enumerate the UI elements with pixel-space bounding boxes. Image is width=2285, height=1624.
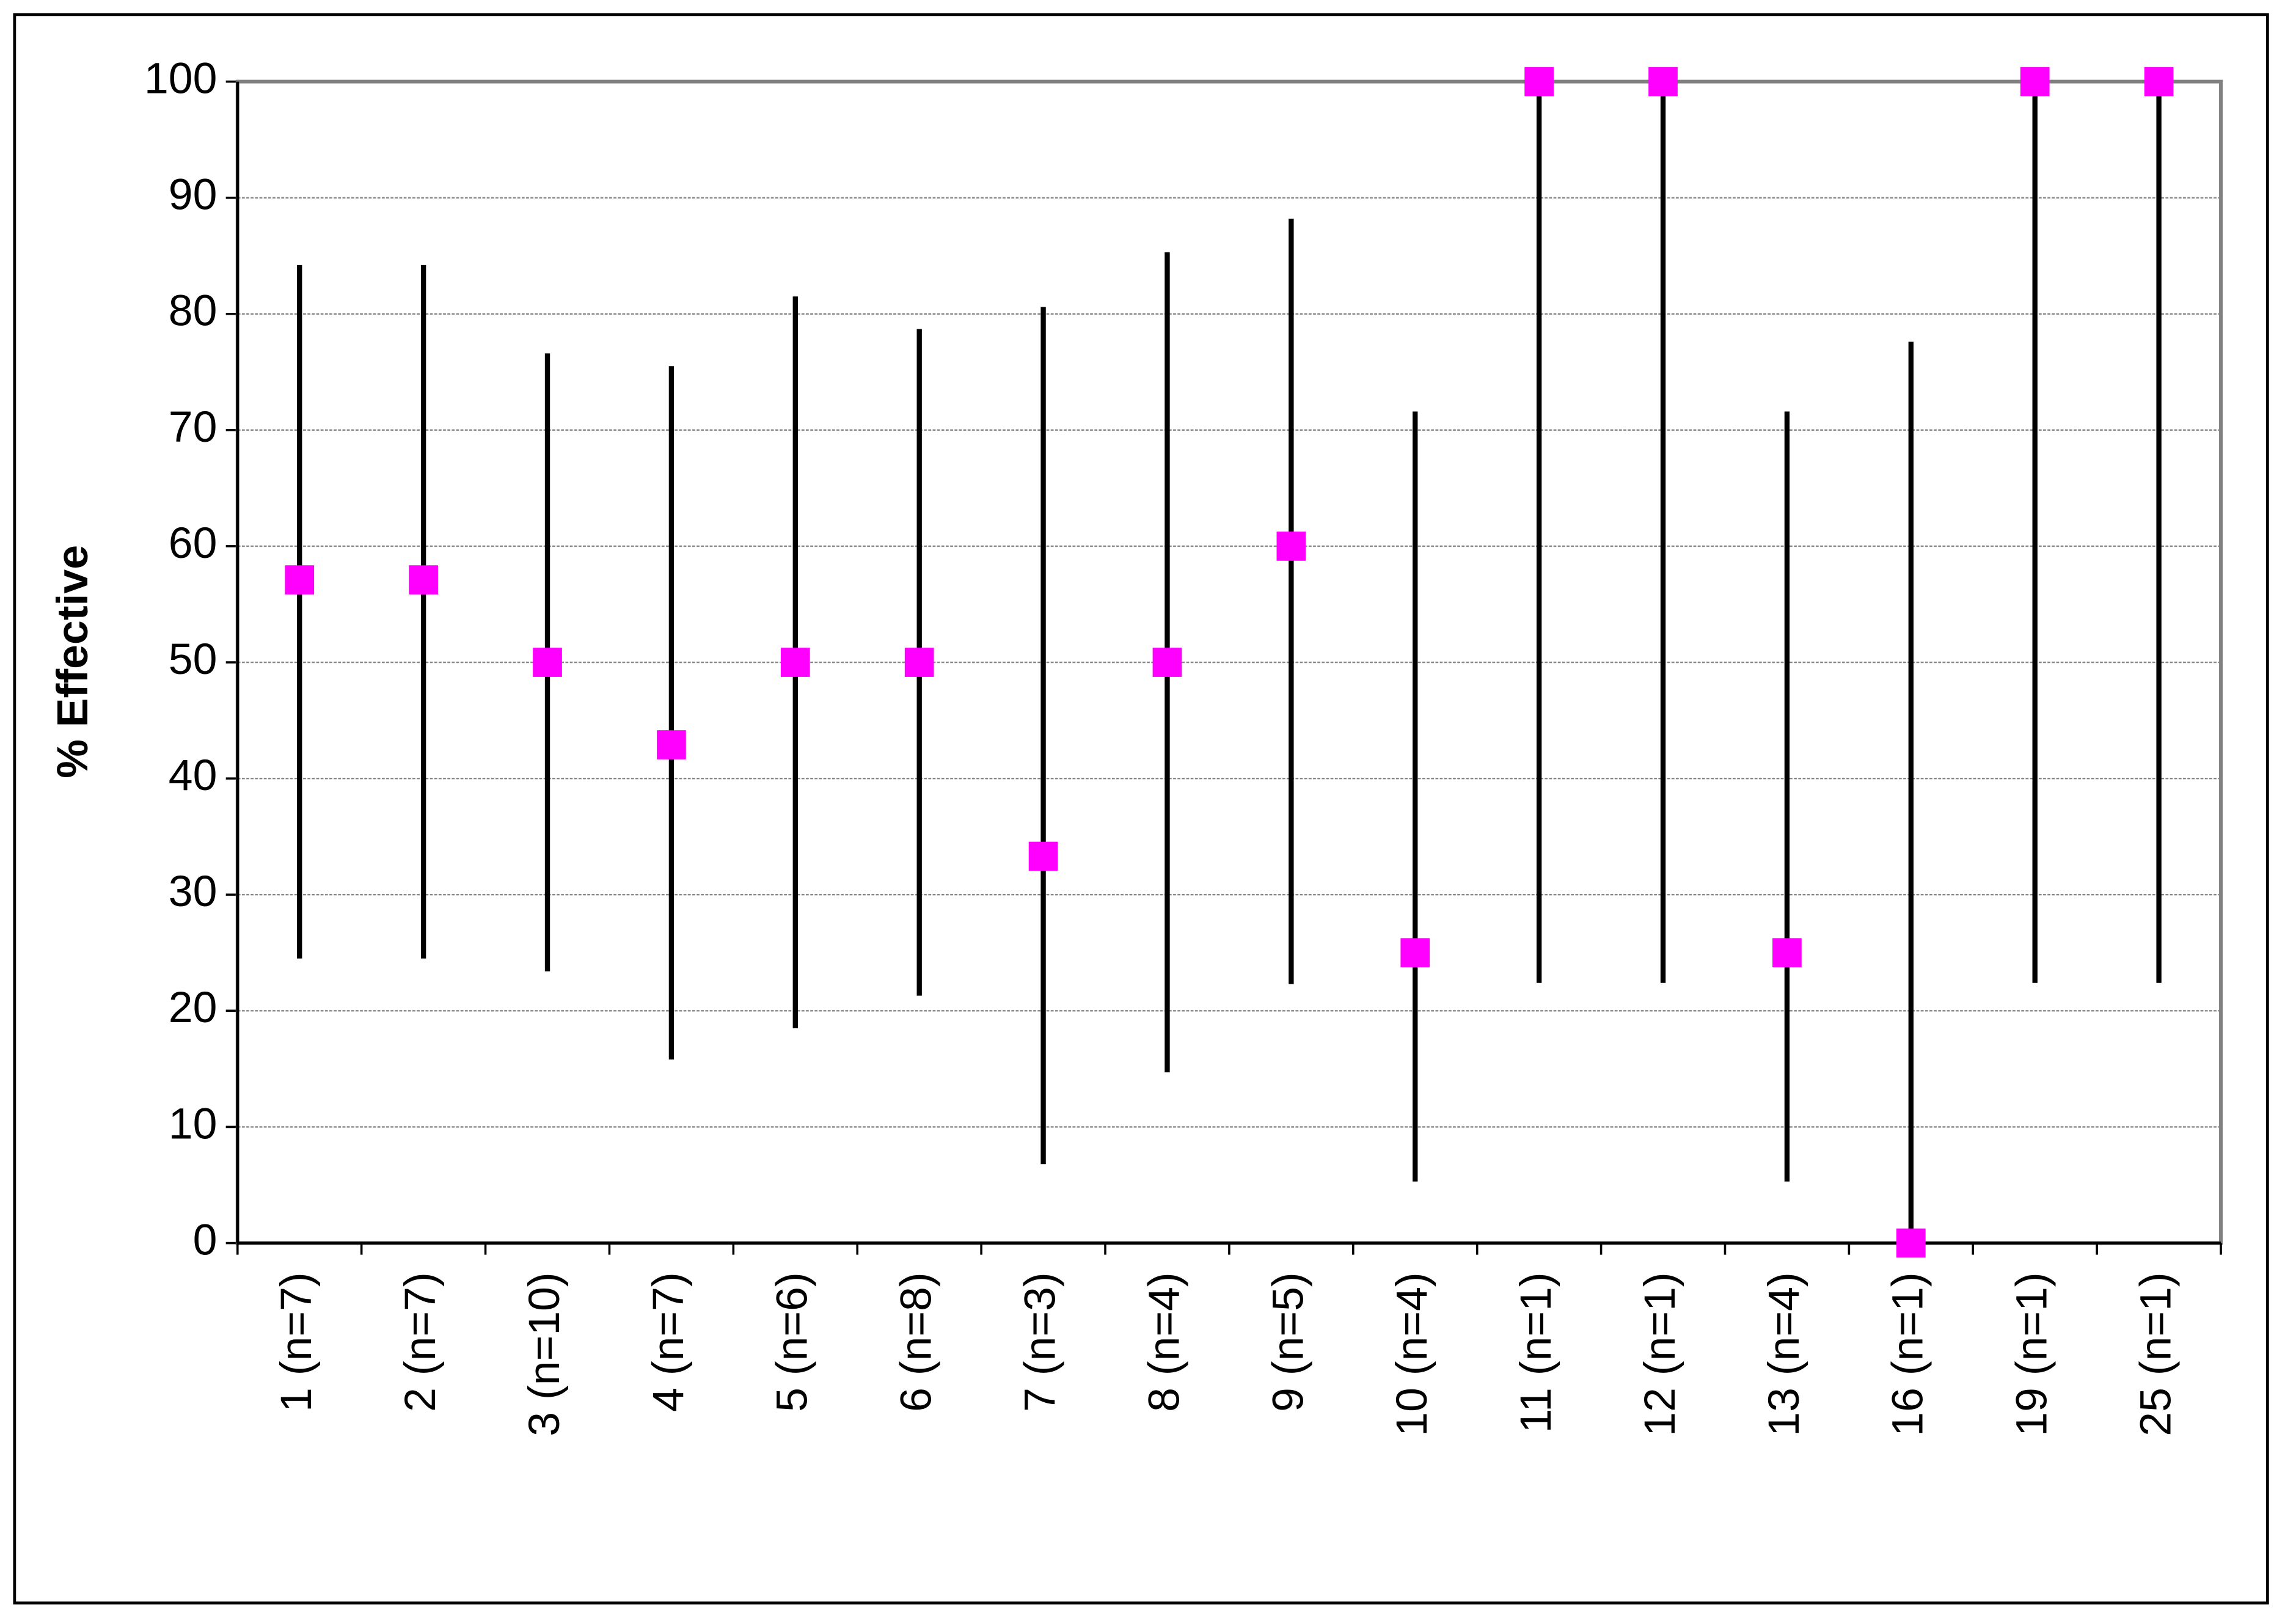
y-tick-label: 50 [169, 635, 218, 684]
x-tick-label: 19 (n=1) [2008, 1272, 2056, 1436]
point [1896, 1228, 1926, 1258]
y-tick-label: 20 [169, 983, 218, 1032]
x-tick-label: 4 (n=7) [644, 1272, 693, 1412]
point [1772, 938, 1802, 968]
point [1152, 648, 1182, 677]
point [657, 730, 686, 759]
y-tick-label: 10 [169, 1099, 218, 1148]
y-tick-label: 30 [169, 867, 218, 916]
point [409, 565, 438, 594]
x-tick-label: 2 (n=7) [396, 1272, 445, 1412]
y-tick-label: 70 [169, 403, 218, 452]
chart-border [13, 13, 2269, 1605]
point [2020, 67, 2050, 97]
x-tick-label: 10 (n=4) [1387, 1272, 1436, 1436]
y-tick-label: 100 [144, 54, 217, 103]
x-tick-label: 13 (n=4) [1760, 1272, 1808, 1436]
x-tick-label: 1 (n=7) [272, 1272, 321, 1412]
point [2144, 67, 2174, 97]
y-axis-label: % Effective [48, 545, 97, 778]
y-tick-label: 90 [169, 170, 218, 219]
x-tick-label: 8 (n=4) [1139, 1272, 1188, 1412]
x-tick-label: 3 (n=10) [520, 1272, 569, 1436]
x-tick-label: 9 (n=5) [1263, 1272, 1312, 1412]
x-tick-label: 5 (n=6) [768, 1272, 817, 1412]
point [533, 648, 562, 677]
x-tick-label: 7 (n=3) [1015, 1272, 1064, 1412]
point [1648, 67, 1678, 97]
x-tick-label: 12 (n=1) [1636, 1272, 1684, 1436]
point [1400, 938, 1430, 968]
point [904, 648, 934, 677]
point [1276, 532, 1306, 561]
point [1028, 841, 1058, 871]
point [285, 565, 315, 594]
point [1524, 67, 1554, 97]
y-tick-label: 60 [169, 519, 218, 568]
y-tick-label: 40 [169, 751, 218, 800]
x-tick-label: 16 (n=1) [1884, 1272, 1932, 1436]
x-tick-label: 11 (n=1) [1512, 1272, 1560, 1433]
point [780, 648, 810, 677]
x-tick-label: 25 (n=1) [2132, 1272, 2181, 1436]
y-tick-label: 80 [169, 287, 218, 335]
x-tick-label: 6 (n=8) [892, 1272, 941, 1412]
y-tick-label: 0 [193, 1215, 218, 1264]
